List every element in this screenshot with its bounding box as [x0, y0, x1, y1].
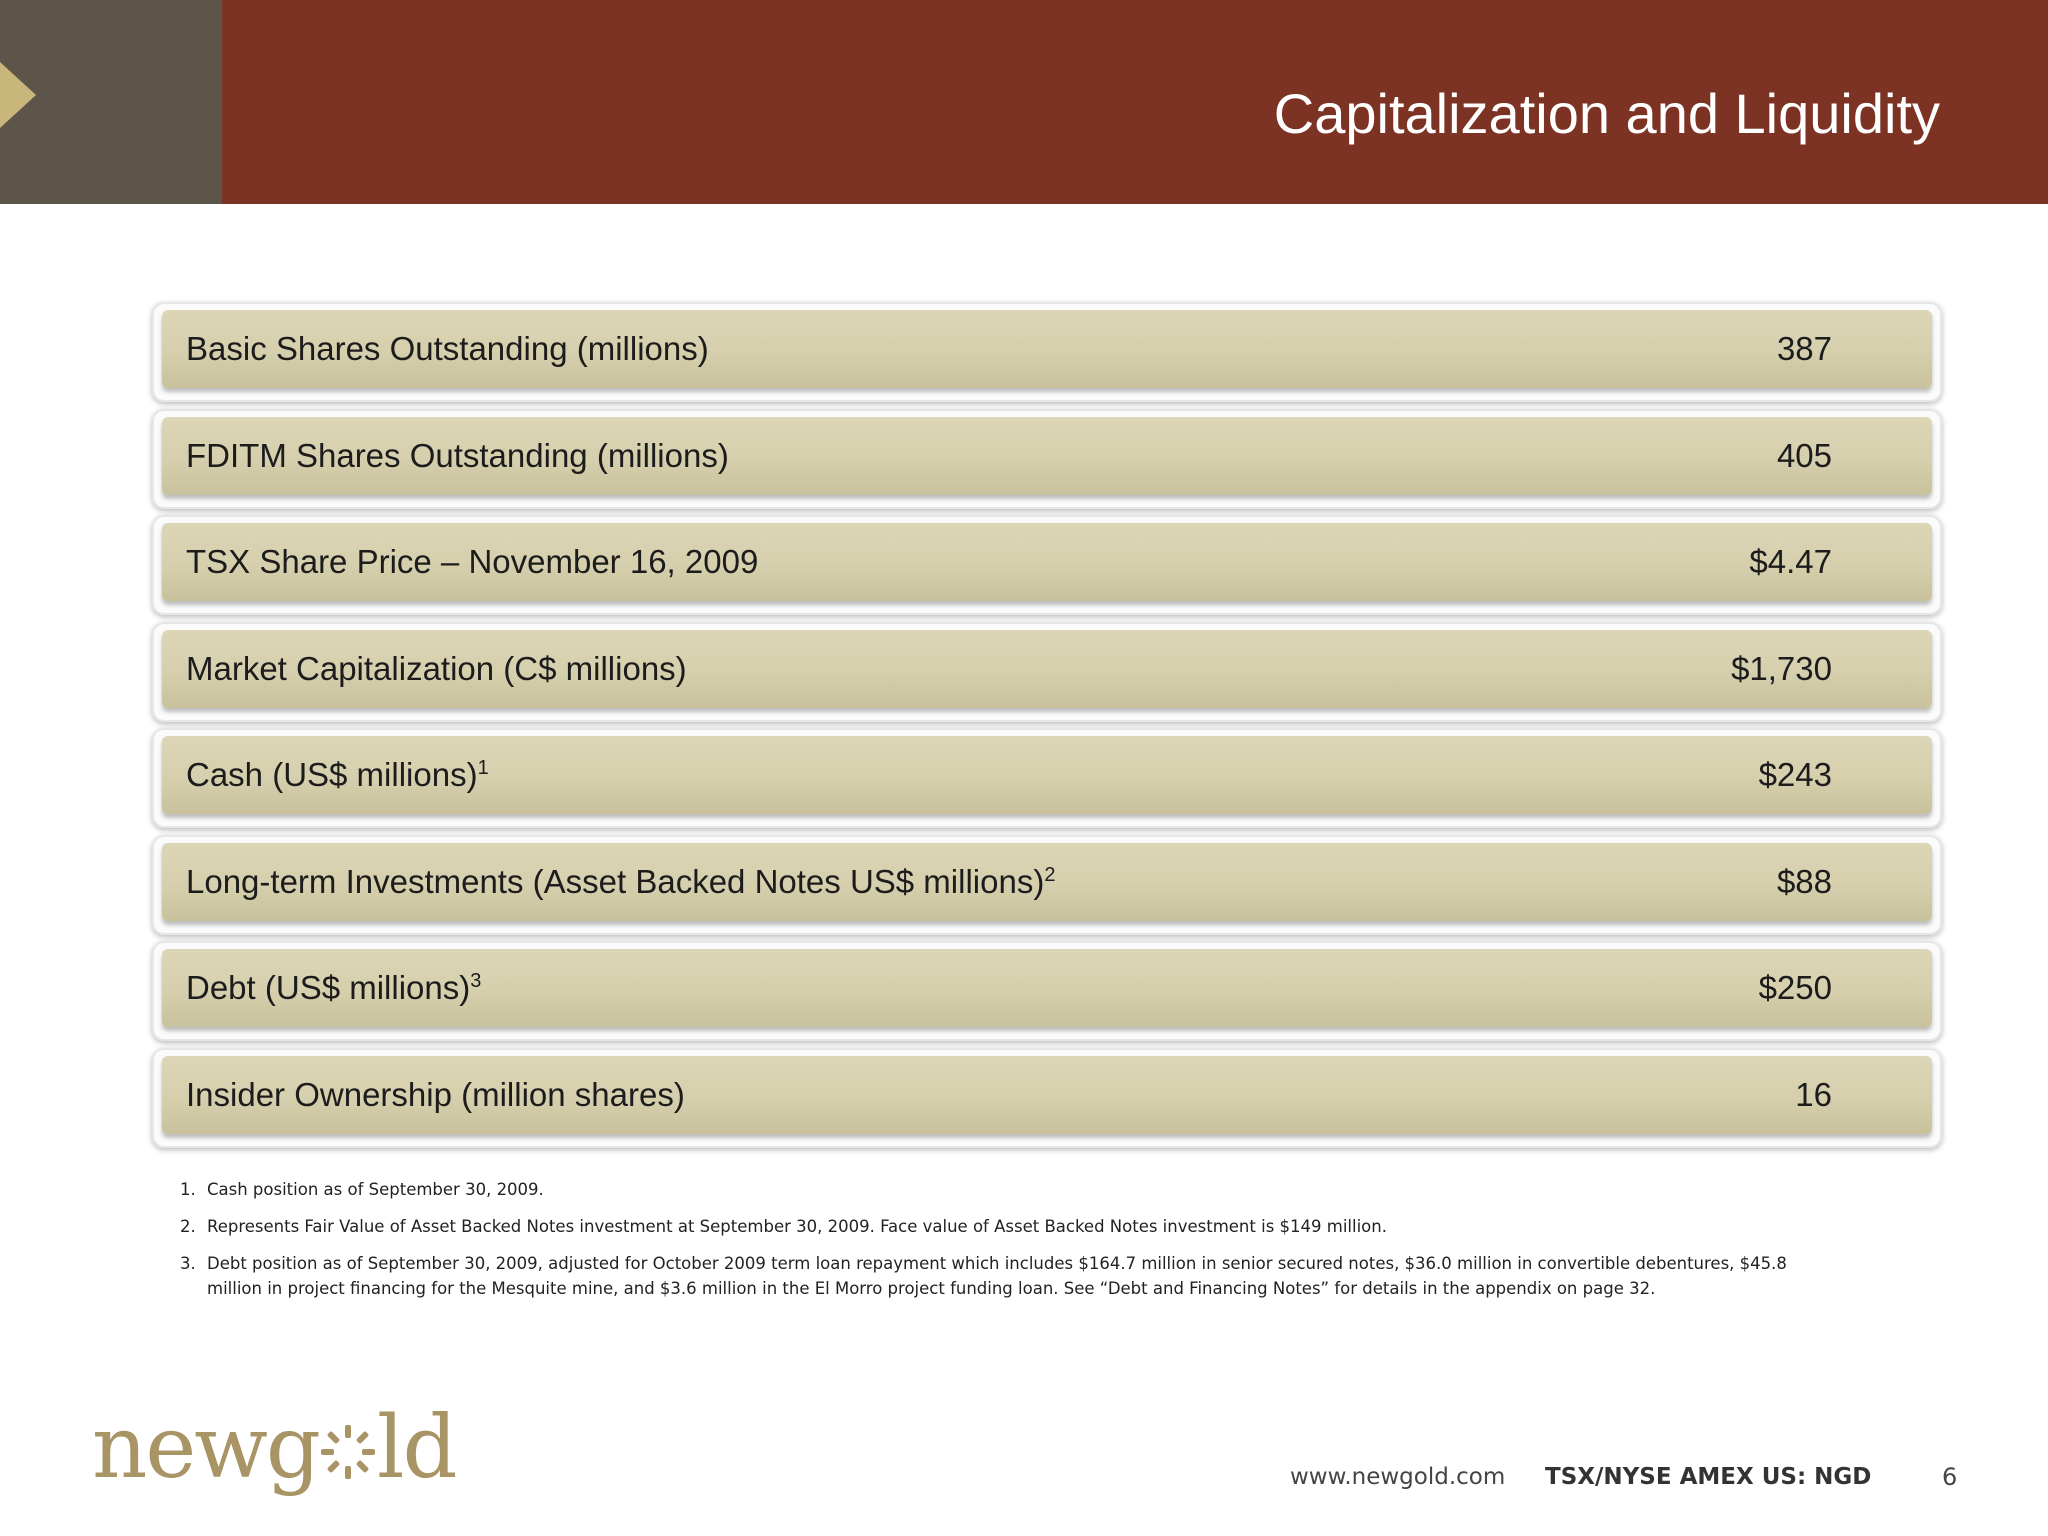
capitalization-table: Basic Shares Outstanding (millions) 387 FD…: [152, 302, 1942, 1154]
header-accent-block: [0, 0, 222, 204]
footnote-number: 2.: [180, 1217, 196, 1236]
row-value: $88: [1776, 862, 1832, 900]
table-row: FDITM Shares Outstanding (millions) 405: [152, 408, 1942, 509]
footnote-item: 2. Represents Fair Value of Asset Backed …: [180, 1214, 1830, 1239]
row-label-text: Cash (US$ millions): [186, 756, 478, 793]
logo-text-left: newg: [92, 1398, 321, 1498]
row-label-text: Basic Shares Outstanding (millions): [186, 330, 709, 367]
sun-icon: [319, 1402, 377, 1502]
row-label: Insider Ownership (million shares): [186, 1076, 685, 1114]
table-row: Long-term Investments (Asset Backed Note…: [152, 834, 1942, 935]
row-label-text: TSX Share Price – November 16, 2009: [186, 543, 759, 580]
footnote-text: Cash position as of September 30, 2009.: [207, 1180, 544, 1199]
arrow-icon: [0, 62, 36, 128]
footnote-number: 1.: [180, 1180, 196, 1199]
row-label: Cash (US$ millions)1: [186, 756, 489, 794]
table-row: TSX Share Price – November 16, 2009 $4.47: [152, 515, 1942, 615]
row-label: Long-term Investments (Asset Backed Note…: [186, 863, 1055, 901]
table-row: Cash (US$ millions)1 $243: [152, 728, 1942, 828]
newgold-logo: newg ld: [92, 1398, 458, 1502]
footnote-item: 3. Debt position as of September 30, 2009…: [180, 1251, 1830, 1301]
row-panel: Cash (US$ millions)1 $243: [162, 736, 1932, 814]
footnotes: 1. Cash position as of September 30, 2009…: [180, 1177, 1830, 1313]
row-label: Basic Shares Outstanding (millions): [186, 330, 709, 368]
footnote-marker: 3: [470, 970, 482, 992]
header-bar: Capitalization and Liquidity: [0, 0, 2048, 204]
table-row: Debt (US$ millions)3 $250: [152, 941, 1942, 1041]
row-panel: Market Capitalization (C$ millions) $1,73…: [162, 629, 1932, 708]
row-panel: Insider Ownership (million shares) 16: [162, 1055, 1932, 1134]
footnote-marker: 1: [477, 757, 489, 779]
row-label-text: Long-term Investments (Asset Backed Note…: [186, 862, 1045, 900]
footnote-marker: 2: [1044, 863, 1056, 886]
row-label: TSX Share Price – November 16, 2009: [186, 543, 758, 581]
table-row: Basic Shares Outstanding (millions) 387: [152, 302, 1942, 402]
row-value: $243: [1758, 756, 1832, 793]
row-label: FDITM Shares Outstanding (millions): [186, 437, 729, 475]
row-label-text: Debt (US$ millions): [186, 969, 471, 1006]
ticker-symbol: TSX/NYSE AMEX US: NGD: [1545, 1464, 1872, 1490]
row-label: Debt (US$ millions)3: [186, 969, 481, 1007]
row-label-text: FDITM Shares Outstanding (millions): [186, 436, 729, 474]
row-value: 16: [1795, 1075, 1832, 1113]
row-label-text: Insider Ownership (million shares): [186, 1075, 685, 1113]
footnote-text: Represents Fair Value of Asset Backed No…: [207, 1217, 1387, 1236]
footnote-text: Debt position as of September 30, 2009, …: [207, 1254, 1787, 1298]
footnote-item: 1. Cash position as of September 30, 2009…: [180, 1177, 1830, 1202]
row-value: $1,730: [1731, 649, 1832, 687]
row-value: $250: [1758, 969, 1832, 1006]
row-label-text: Market Capitalization (C$ millions): [186, 649, 687, 687]
row-panel: Debt (US$ millions)3 $250: [162, 949, 1932, 1027]
row-label: Market Capitalization (C$ millions): [186, 650, 687, 688]
table-row: Market Capitalization (C$ millions) $1,73…: [152, 621, 1942, 722]
logo-text-right: ld: [376, 1398, 458, 1498]
slide-title: Capitalization and Liquidity: [1273, 82, 1940, 145]
row-value: $4.47: [1749, 543, 1832, 580]
table-row: Insider Ownership (million shares) 16: [152, 1047, 1942, 1148]
row-panel: TSX Share Price – November 16, 2009 $4.47: [162, 523, 1932, 601]
page-number: 6: [1942, 1463, 1958, 1491]
row-panel: FDITM Shares Outstanding (millions) 405: [162, 416, 1932, 495]
row-value: 405: [1776, 436, 1832, 474]
row-panel: Basic Shares Outstanding (millions) 387: [162, 310, 1932, 388]
row-value: 387: [1776, 330, 1832, 367]
footnote-number: 3.: [180, 1254, 196, 1273]
website-link[interactable]: www.newgold.com: [1290, 1464, 1506, 1490]
row-panel: Long-term Investments (Asset Backed Note…: [162, 842, 1932, 921]
